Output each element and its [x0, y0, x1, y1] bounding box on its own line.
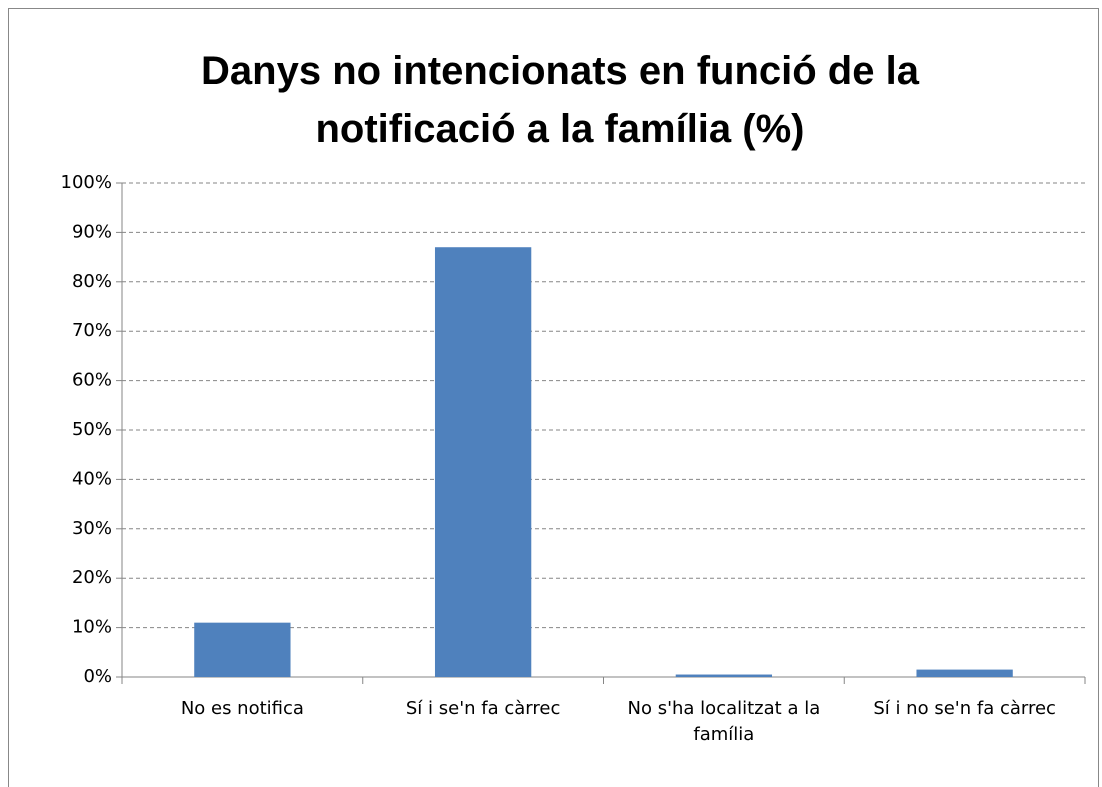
x-tick-label: Sí i se'n fa càrrec: [405, 698, 561, 719]
x-tick-label: No s'ha localitzat a la família: [627, 698, 821, 745]
x-tick-label: Sí i no se'n fa càrrec: [873, 698, 1056, 719]
y-tick-label: 30%: [72, 518, 112, 539]
y-tick-label: 0%: [83, 666, 112, 687]
y-tick-label: 40%: [72, 468, 112, 489]
y-tick-label: 60%: [72, 370, 112, 391]
y-tick-label: 70%: [72, 320, 112, 341]
bar: [434, 247, 532, 677]
y-tick-label: 90%: [72, 221, 112, 242]
y-tick-label: 50%: [72, 419, 112, 440]
x-tick-label: No es notifica: [180, 698, 304, 719]
chart-border: [8, 8, 1099, 787]
chart-title: Danys no intencionats en funció de la no…: [201, 49, 919, 151]
bar: [675, 674, 773, 677]
y-tick-label: 10%: [72, 617, 112, 638]
y-tick-label: 80%: [72, 271, 112, 292]
y-tick-label: 100%: [61, 172, 112, 193]
bar: [916, 669, 1013, 677]
y-tick-label: 20%: [72, 567, 112, 588]
bar: [194, 622, 291, 677]
